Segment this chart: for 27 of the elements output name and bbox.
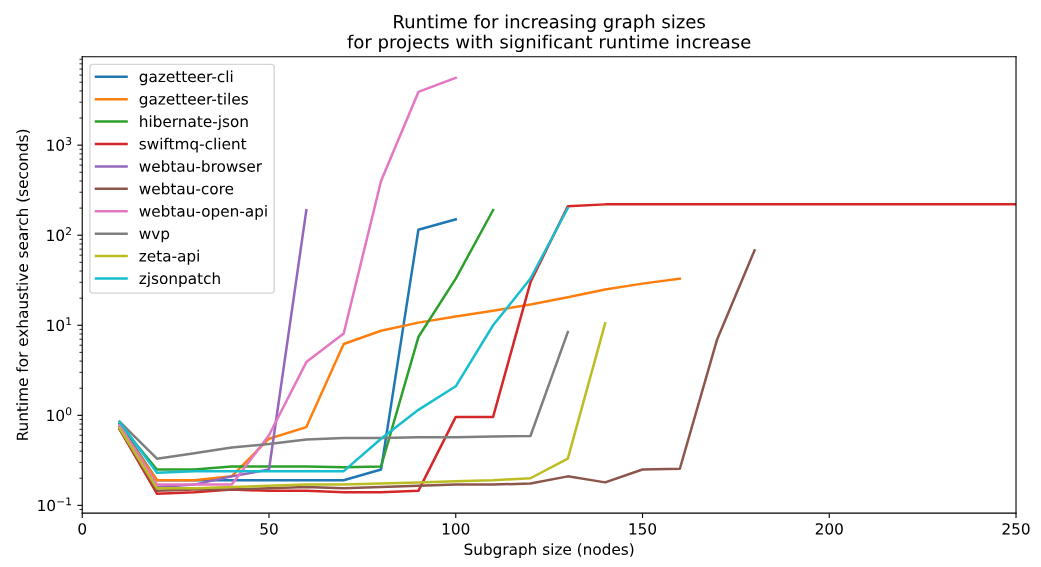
y-tick-label: 10$^{1}$ <box>47 317 72 332</box>
x-tick-label: 200 <box>815 523 843 535</box>
y-tick-label: 10$^{3}$ <box>47 137 72 152</box>
line-series <box>118 249 756 493</box>
y-tick-label: 10$^{2}$ <box>47 227 71 242</box>
legend-label: zeta-api <box>139 249 199 265</box>
y-tick-label: 10$^{−1}$ <box>38 497 71 512</box>
legend-label: wvp <box>139 230 170 243</box>
y-axis-title: Runtime for exhaustive search (seconds) <box>16 129 30 440</box>
legend-label: gazetteer-cli <box>139 70 233 86</box>
legend-label: swiftmq-client <box>139 137 247 153</box>
legend-label: gazetteer-tiles <box>139 92 248 108</box>
y-tick-label: 10$^{0}$ <box>47 407 72 422</box>
legend-label: hibernate-json <box>140 115 248 131</box>
x-tick-label: 150 <box>629 523 657 535</box>
x-axis-title: Subgraph size (nodes) <box>464 543 634 558</box>
legend-label: zjsonpatch <box>139 272 220 288</box>
legend-label: webtau-open-api <box>139 205 267 220</box>
line-series <box>118 206 570 475</box>
x-tick-label: 50 <box>260 523 278 535</box>
legend-label: webtau-browser <box>139 160 263 172</box>
chart-title: Runtime for increasing graph sizes for projects with significant runtime increase <box>347 14 751 53</box>
x-tick-label: 100 <box>442 523 470 535</box>
x-tick-label: 250 <box>1002 523 1030 535</box>
legend-label: webtau-core <box>139 182 234 195</box>
x-tick-label: 0 <box>78 523 87 535</box>
line-series <box>118 322 607 490</box>
